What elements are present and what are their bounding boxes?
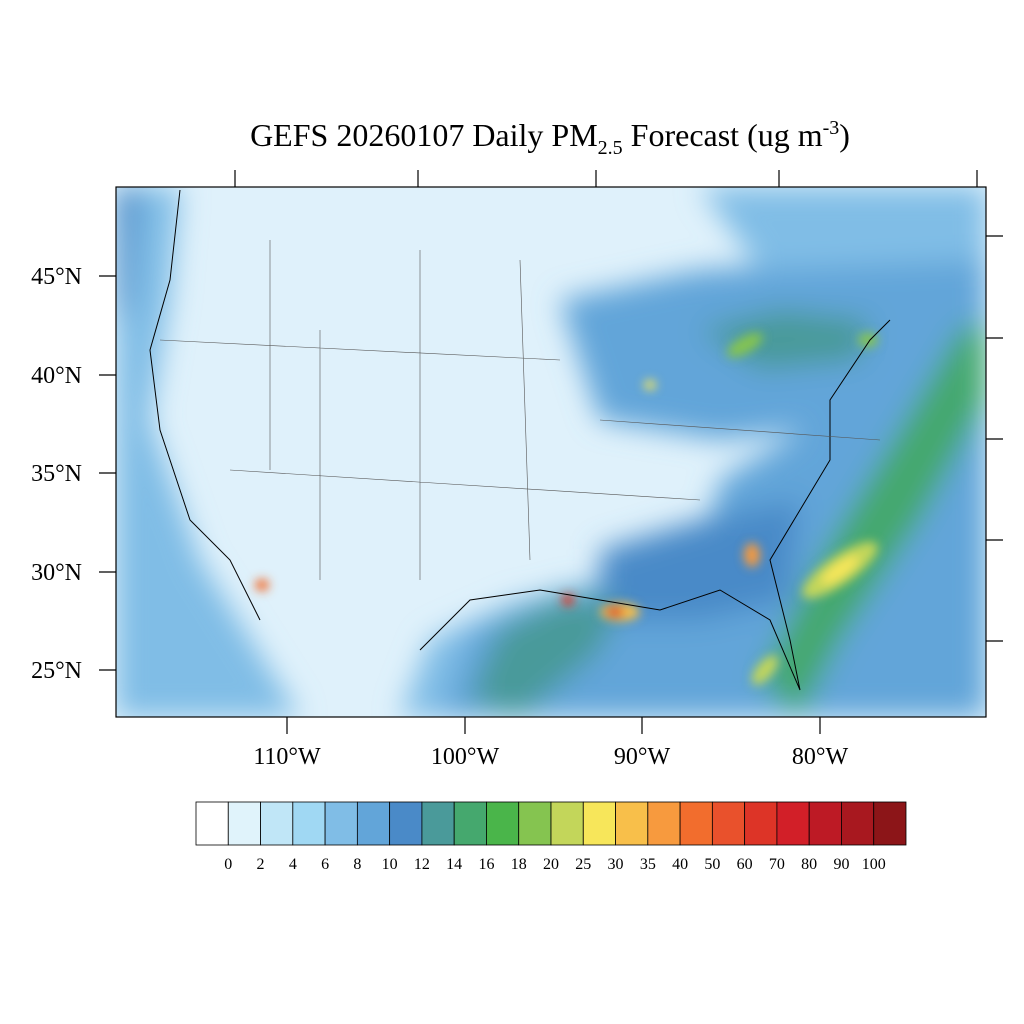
- colorbar-label: 4: [289, 856, 297, 873]
- colorbar-label: 30: [608, 856, 624, 873]
- colorbar-box: [260, 801, 294, 846]
- colorbar-box: [582, 801, 616, 846]
- lon-label: 100°W: [431, 744, 500, 770]
- colorbar-box: [841, 801, 875, 846]
- pm25-field: [116, 187, 986, 717]
- colorbar-box: [711, 801, 746, 846]
- axis-labels: 45°N 40°N 35°N 30°N 25°N 110°W 100°W 90°W 80°W: [31, 264, 848, 770]
- colorbar-box: [421, 801, 455, 846]
- lon-label: 90°W: [614, 744, 671, 770]
- colorbar-box: [389, 801, 423, 846]
- lat-label: 25°N: [31, 658, 82, 684]
- colorbar-label: 6: [321, 856, 329, 873]
- title: GEFS 20260107 Daily PM2.5 Forecast (ug m…: [250, 117, 850, 159]
- colorbar-label: 35: [640, 856, 656, 873]
- colorbar-label: 40: [672, 856, 688, 873]
- colorbar: 0 2 4 6 8 10 12 14 16 18 20 25 30 35 40 50 60 70 80 90 100: [195, 801, 907, 873]
- colorbar-label: 0: [224, 856, 232, 873]
- colorbar-box: [808, 801, 842, 846]
- colorbar-box: [292, 801, 326, 846]
- colorbar-box: [615, 801, 649, 846]
- map-frame: [115, 186, 987, 718]
- colorbar-box: [873, 801, 907, 846]
- lat-label: 35°N: [31, 461, 82, 487]
- colorbar-label: 18: [511, 856, 527, 873]
- colorbar-box: [356, 801, 391, 846]
- colorbar-label: 10: [382, 856, 398, 873]
- colorbar-label: 60: [737, 856, 753, 873]
- colorbar-label: 14: [446, 856, 462, 873]
- colorbar-label: 70: [769, 856, 785, 873]
- colorbar-label: 25: [575, 856, 591, 873]
- colorbar-box: [647, 801, 681, 846]
- colorbar-box: [195, 801, 229, 846]
- colorbar-box: [227, 801, 261, 846]
- colorbar-label: 16: [478, 856, 494, 873]
- colorbar-box: [324, 801, 358, 846]
- colorbar-label: 12: [414, 856, 430, 873]
- lat-label: 30°N: [31, 560, 82, 586]
- lon-label: 80°W: [792, 744, 849, 770]
- colorbar-box: [486, 801, 520, 846]
- axis-ticks: [99, 170, 1003, 734]
- colorbar-box: [776, 801, 810, 846]
- lon-label: 110°W: [253, 744, 321, 770]
- colorbar-label: 100: [862, 856, 886, 873]
- colorbar-label: 80: [801, 856, 817, 873]
- colorbar-box: [679, 801, 713, 846]
- colorbar-box: [518, 801, 552, 846]
- colorbar-label: 50: [704, 856, 720, 873]
- colorbar-box: [453, 801, 487, 846]
- colorbar-label: 90: [833, 856, 849, 873]
- colorbar-label: 20: [543, 856, 559, 873]
- lat-label: 45°N: [31, 264, 82, 290]
- colorbar-label: 8: [353, 856, 361, 873]
- colorbar-box: [744, 801, 778, 846]
- colorbar-label: 2: [257, 856, 265, 873]
- colorbar-box: [550, 801, 584, 846]
- lat-label: 40°N: [31, 363, 82, 389]
